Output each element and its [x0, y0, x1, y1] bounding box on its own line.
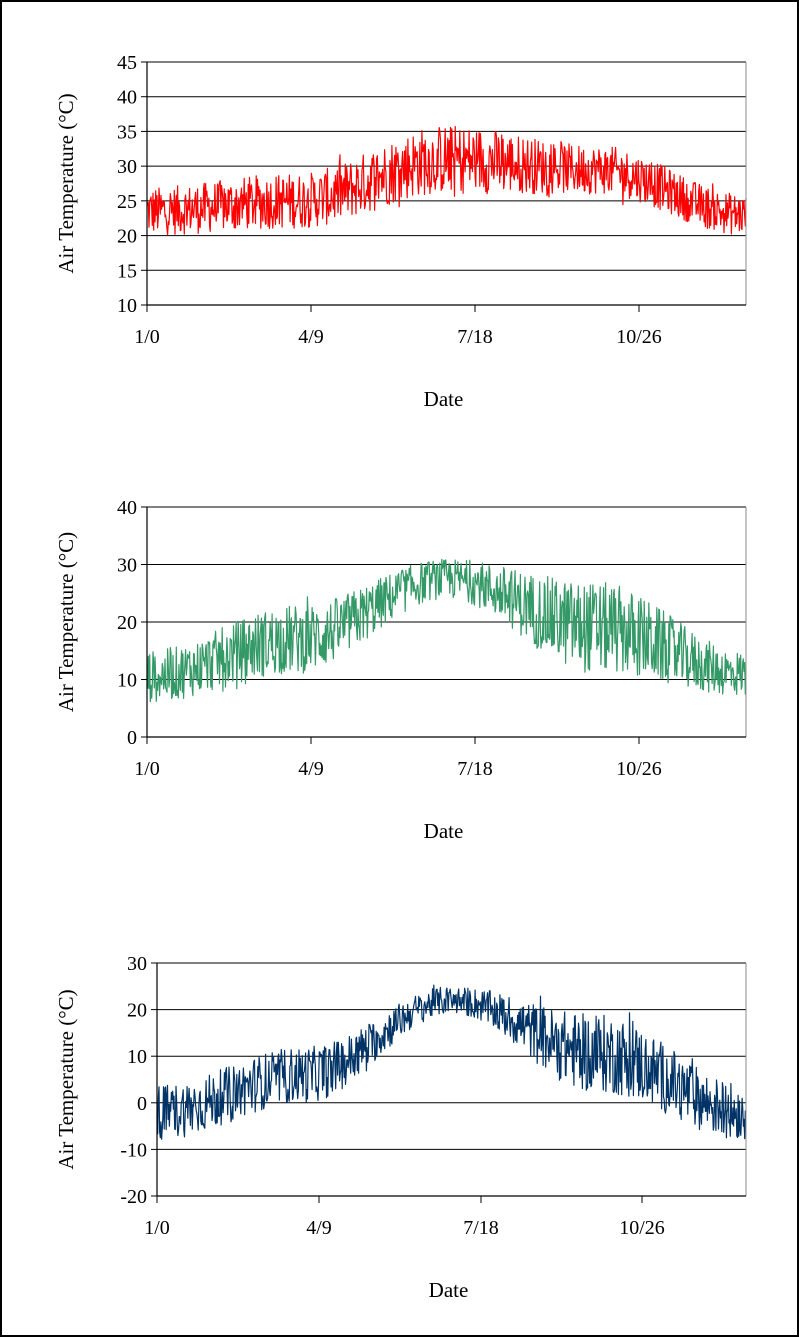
y-tick-label: 35 [117, 121, 137, 143]
x-tick-label: 7/18 [457, 326, 493, 348]
x-tick-label: 1/0 [144, 1217, 170, 1239]
x-axis-label: Date [429, 1278, 469, 1302]
x-tick-label: 4/9 [298, 326, 324, 348]
y-tick-label: 10 [117, 670, 137, 692]
x-tick-label: 10/26 [616, 326, 662, 348]
chart-2: 0 10 20 30 40 1/0 4/9 7/18 10/26 Date Air Temperat… [54, 497, 747, 843]
x-tick-label: 1/0 [134, 758, 160, 780]
y-tick-label: 20 [117, 226, 137, 248]
y-tick-label: 15 [117, 260, 137, 282]
x-tick-label: 4/9 [306, 1217, 332, 1239]
y-tick-label: 25 [117, 191, 137, 213]
y-axis-label: Air Temperature (°C) [54, 989, 78, 1169]
y-tick-label: 0 [127, 727, 137, 749]
series-line [156, 984, 747, 1140]
y-axis-label: Air Temperature (°C) [54, 532, 78, 712]
y-tick-label: 40 [117, 87, 137, 109]
y-tick-label: 0 [137, 1093, 147, 1115]
x-axis-label: Date [424, 387, 464, 411]
y-tick-label: 30 [127, 953, 147, 975]
x-tick-label: 4/9 [298, 758, 324, 780]
y-tick-label: 10 [127, 1046, 147, 1068]
chart-1: 10 15 20 25 30 35 40 45 1/0 4/9 7/18 10/26 Date Air T… [54, 52, 747, 411]
x-tick-label: 7/18 [457, 758, 493, 780]
x-tick-label: 7/18 [463, 1217, 499, 1239]
chart-3: -20 -10 0 10 20 30 1/0 4/9 7/18 10/26 Date Air Temp… [54, 953, 747, 1302]
y-tick-label: -10 [120, 1139, 147, 1161]
y-tick-label: 20 [117, 612, 137, 634]
series-line [146, 558, 747, 703]
x-axis-label: Date [424, 819, 464, 843]
y-tick-label: 20 [127, 1000, 147, 1022]
x-tick-label: 10/26 [619, 1217, 665, 1239]
y-tick-label: 10 [117, 295, 137, 317]
y-tick-label: 30 [117, 156, 137, 178]
series-line [146, 125, 747, 236]
y-tick-label: 30 [117, 555, 137, 577]
y-tick-label: 45 [117, 52, 137, 74]
y-axis-label: Air Temperature (°C) [54, 93, 78, 273]
y-tick-label: -20 [120, 1186, 147, 1208]
y-tick-label: 40 [117, 497, 137, 519]
x-tick-label: 10/26 [616, 758, 662, 780]
x-tick-label: 1/0 [134, 326, 160, 348]
